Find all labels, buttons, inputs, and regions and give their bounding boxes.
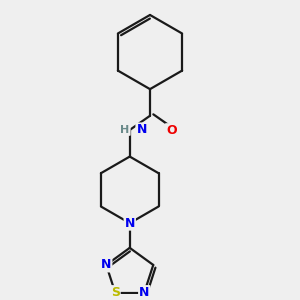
Text: S: S bbox=[111, 286, 120, 299]
Text: N: N bbox=[136, 123, 147, 136]
Text: N: N bbox=[101, 259, 111, 272]
Text: N: N bbox=[139, 286, 149, 299]
Text: N: N bbox=[124, 217, 135, 230]
Text: O: O bbox=[166, 124, 177, 137]
Text: H: H bbox=[121, 125, 130, 135]
